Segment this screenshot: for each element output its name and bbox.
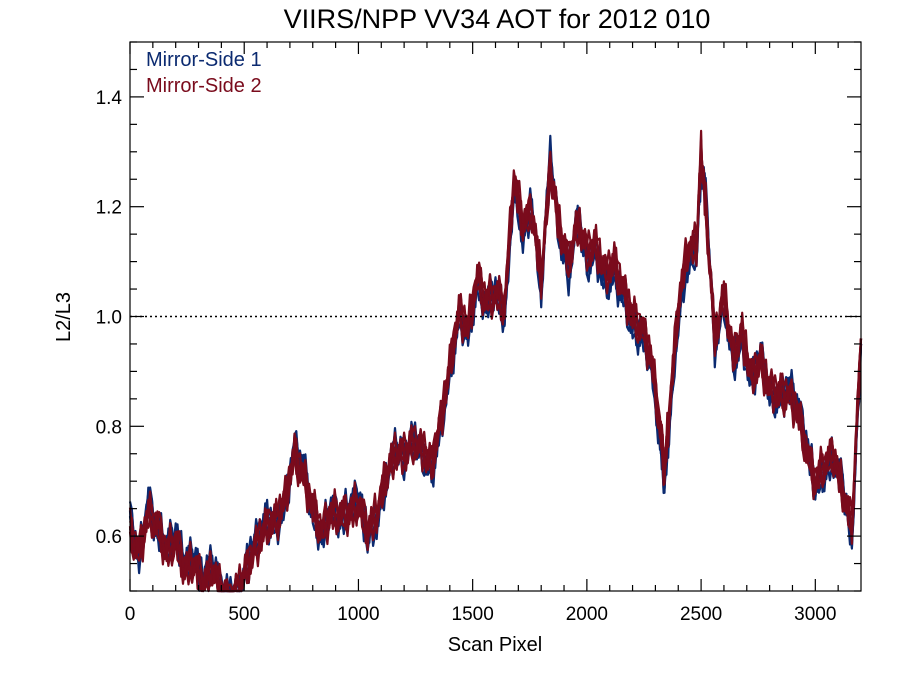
y-axis: 0.6 0.8 1.0 1.2 1.4: [96, 41, 861, 592]
legend-entry-1: Mirror-Side 1: [146, 49, 262, 71]
series-2-trace-3: [129, 159, 863, 593]
legend: Mirror-Side 1 Mirror-Side 2: [146, 49, 262, 97]
y-tick-label: 0.6: [96, 527, 122, 548]
x-axis-label: Scan Pixel: [448, 634, 543, 656]
x-tick-label: 0: [125, 604, 136, 625]
series-layer: [128, 129, 863, 593]
series-2-trace-5: [128, 129, 863, 593]
x-tick-label: 1000: [337, 604, 379, 625]
x-tick-label: 1500: [452, 604, 494, 625]
series-2-trace-4: [128, 139, 863, 593]
y-tick-label: 1.0: [96, 308, 122, 329]
y-axis-label: L2/L3: [53, 292, 75, 342]
y-tick-label: 0.8: [96, 417, 122, 438]
legend-entry-2: Mirror-Side 2: [146, 75, 262, 97]
series-2: [128, 129, 863, 593]
x-tick-label: 3000: [794, 604, 836, 625]
x-tick-label: 500: [228, 604, 260, 625]
x-tick-label: 2500: [680, 604, 722, 625]
chart-title: VIIRS/NPP VV34 AOT for 2012 010: [284, 4, 711, 34]
y-tick-label: 1.4: [96, 88, 123, 109]
x-tick-label: 2000: [566, 604, 608, 625]
x-axis: 0 500 1000 1500 2000 2500 3000: [125, 42, 839, 625]
y-tick-label: 1.2: [96, 198, 122, 219]
